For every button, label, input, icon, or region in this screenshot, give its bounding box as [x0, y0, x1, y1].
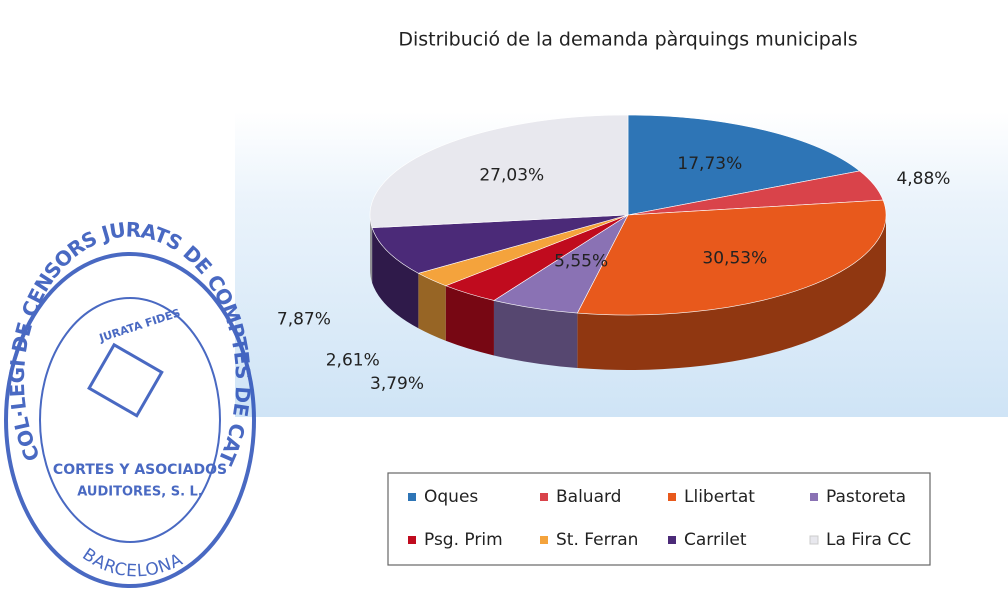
- pie-slice: [369, 114, 629, 229]
- pie-side: [493, 300, 578, 369]
- legend-label: La Fira CC: [826, 530, 911, 550]
- pie-slice: [576, 199, 887, 316]
- legend-label: Llibertat: [684, 487, 755, 507]
- data-label: 27,03%: [479, 165, 544, 185]
- legend-label: Pastoreta: [826, 487, 906, 507]
- legend-swatch: [540, 536, 548, 544]
- stamp: COL·LEGI DE CENSORS JURATS DE COMPTES DE…: [0, 0, 256, 588]
- pie-side: [418, 273, 446, 341]
- legend: Oques Baluard Llibertat Pastoreta Psg. Prim S…: [408, 487, 911, 550]
- legend-swatch: [408, 493, 416, 501]
- pie-side: [370, 215, 373, 283]
- data-label: 7,87%: [277, 309, 331, 329]
- pie-side: [577, 215, 887, 370]
- pie: [369, 114, 887, 370]
- legend-label: Oques: [424, 487, 478, 507]
- legend-swatch: [540, 493, 548, 501]
- legend-swatch: [408, 536, 416, 544]
- pie-side: [445, 285, 494, 356]
- legend-label: St. Ferran: [556, 530, 638, 550]
- data-label: 30,53%: [702, 248, 767, 268]
- legend-swatch: [668, 536, 676, 544]
- data-label: 4,88%: [896, 169, 950, 189]
- stamp-ring: COL·LEGI DE CENSORS JURATS DE COMPTES DE…: [0, 0, 256, 469]
- legend-swatch: [810, 493, 818, 501]
- data-labels: 17,73% 4,88% 30,53% 5,55% 3,79% 2,61% 7,87% 27,…: [277, 154, 951, 394]
- legend-label: Baluard: [556, 487, 621, 507]
- data-label: 17,73%: [677, 154, 742, 174]
- legend-box: [387, 472, 931, 566]
- legend-swatch: [668, 493, 676, 501]
- data-label: 2,61%: [326, 351, 380, 371]
- legend-swatch: [809, 535, 819, 545]
- pie-slice: [371, 214, 629, 274]
- stamp-line: CORTES Y ASOCIADOS: [53, 462, 227, 478]
- legend-label: Carrilet: [684, 530, 747, 550]
- data-label: 3,79%: [370, 374, 424, 394]
- chart-title: Distribució de la demanda pàrquings muni…: [398, 29, 857, 51]
- legend-label: Psg. Prim: [424, 530, 503, 550]
- pie-side: [372, 227, 419, 329]
- stamp-motto: JURATA FIDES: [97, 306, 182, 345]
- pie-slice: [627, 114, 861, 216]
- data-label: 5,55%: [554, 252, 608, 272]
- stamp-line: AUDITORES, S. L.: [77, 485, 203, 500]
